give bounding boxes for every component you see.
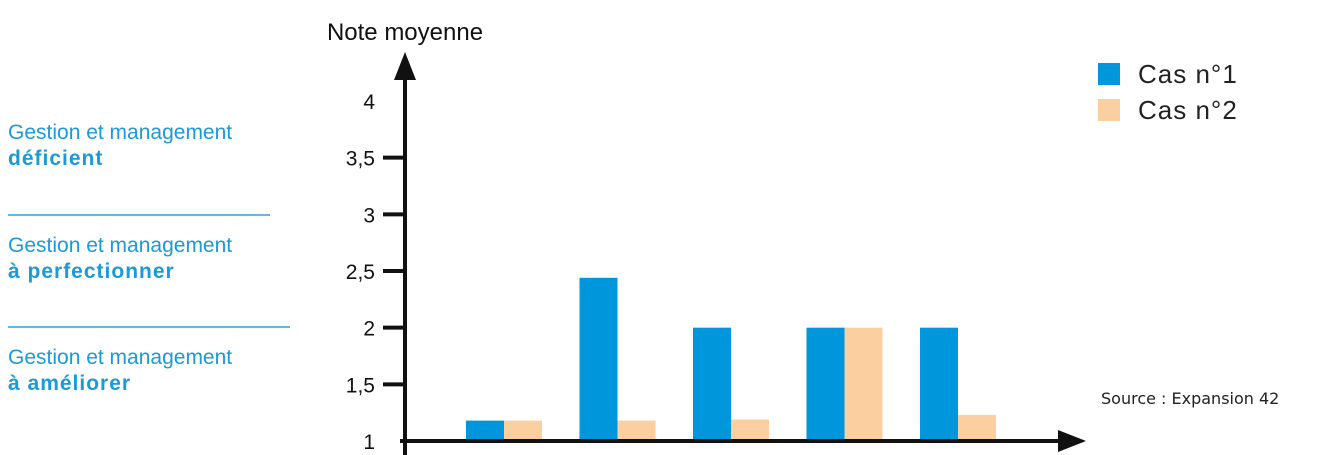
y-tick-label: 4 (363, 91, 375, 114)
legend-swatch-cas2 (1098, 99, 1120, 121)
y-tick-label: 1,5 (346, 374, 375, 397)
bar-cas2 (958, 414, 996, 441)
legend-label-cas1: Cas n°1 (1138, 59, 1238, 89)
y-tick-label: 1 (363, 431, 375, 454)
zone-ameliorer: Gestion et management à améliorer (8, 345, 288, 397)
y-axis-title: Note moyenne (327, 19, 483, 46)
zone-ameliorer-line2: à améliorer (8, 372, 132, 395)
y-axis-arrow (394, 52, 416, 80)
zone-perfectionner-line1: Gestion et management (8, 234, 233, 257)
bar-cas2 (617, 420, 656, 441)
bar-cas1 (693, 327, 731, 441)
y-tick-label: 3 (363, 204, 375, 227)
zone-divider-2 (8, 326, 290, 328)
y-ticks-group: 1 1,5 2 2,5 3 3,5 4 (346, 91, 405, 454)
bar-cas1 (466, 420, 504, 441)
zone-ameliorer-line1: Gestion et management (8, 346, 233, 369)
zone-deficient: Gestion et management déficient (8, 120, 288, 172)
x-axis-arrow (1058, 430, 1086, 452)
source-note: Source : Expansion 42 (1101, 389, 1280, 408)
zone-perfectionner: Gestion et management à perfectionner (8, 233, 288, 285)
bar-cas1 (579, 277, 618, 441)
legend-swatch-cas1 (1098, 63, 1120, 85)
bar-cas2 (731, 419, 769, 441)
bar-cas1 (806, 327, 845, 441)
zone-deficient-line1: Gestion et management (8, 121, 233, 144)
zone-divider-1 (8, 214, 270, 216)
y-tick-label: 2,5 (346, 261, 375, 284)
y-tick-label: 2 (363, 318, 375, 341)
legend-label-cas2: Cas n°2 (1138, 95, 1238, 125)
y-tick-label: 3,5 (346, 148, 375, 171)
bars-group (466, 277, 996, 441)
bar-cas1 (920, 327, 958, 441)
zone-deficient-line2: déficient (8, 147, 104, 170)
legend-item-cas2: Cas n°2 (1098, 94, 1318, 128)
bar-cas2 (504, 420, 542, 441)
zone-perfectionner-line2: à perfectionner (8, 260, 175, 283)
bar-cas2 (844, 327, 883, 441)
legend-item-cas1: Cas n°1 (1098, 58, 1318, 92)
